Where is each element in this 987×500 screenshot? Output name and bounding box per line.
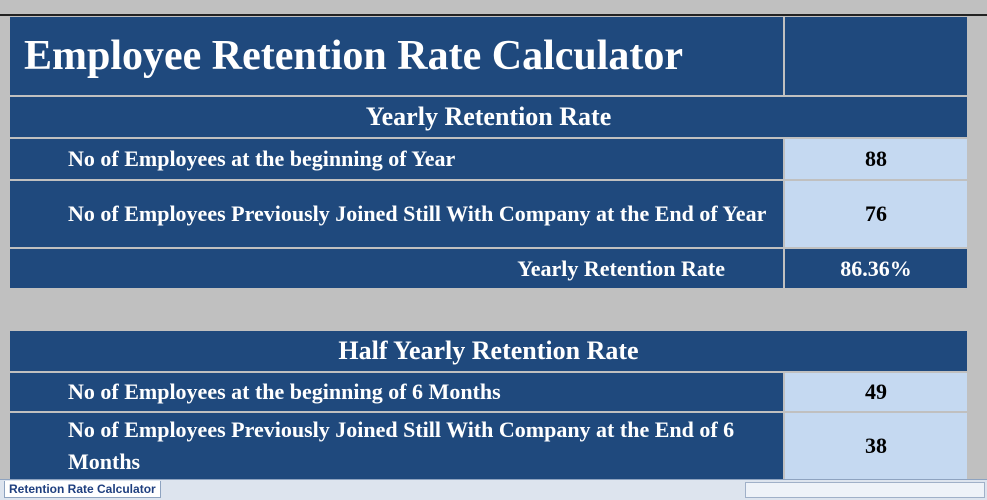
result-label: Yearly Retention Rate	[10, 249, 783, 288]
section-heading: Half Yearly Retention Rate	[10, 331, 967, 371]
title-blank	[785, 17, 967, 95]
row-value[interactable]: 49	[785, 373, 967, 411]
toolbar-edge	[0, 0, 987, 16]
row-label: No of Employees Previously Joined Still …	[10, 413, 783, 479]
title: Employee Retention Rate Calculator	[10, 17, 783, 95]
row-label: No of Employees at the beginning of Year	[10, 139, 783, 179]
row-label: No of Employees at the beginning of 6 Mo…	[10, 373, 783, 411]
section-heading: Yearly Retention Rate	[10, 97, 967, 137]
row-value[interactable]: 76	[785, 181, 967, 247]
spacer-row	[10, 290, 967, 329]
row-label: No of Employees Previously Joined Still …	[10, 181, 783, 247]
sheet-tab-bar: Retention Rate Calculator	[0, 479, 987, 500]
row-value[interactable]: 38	[785, 413, 967, 479]
result-value: 86.36%	[785, 249, 967, 288]
sheet-tab[interactable]: Retention Rate Calculator	[4, 481, 161, 498]
row-value[interactable]: 88	[785, 139, 967, 179]
horizontal-scrollbar[interactable]	[745, 482, 985, 498]
